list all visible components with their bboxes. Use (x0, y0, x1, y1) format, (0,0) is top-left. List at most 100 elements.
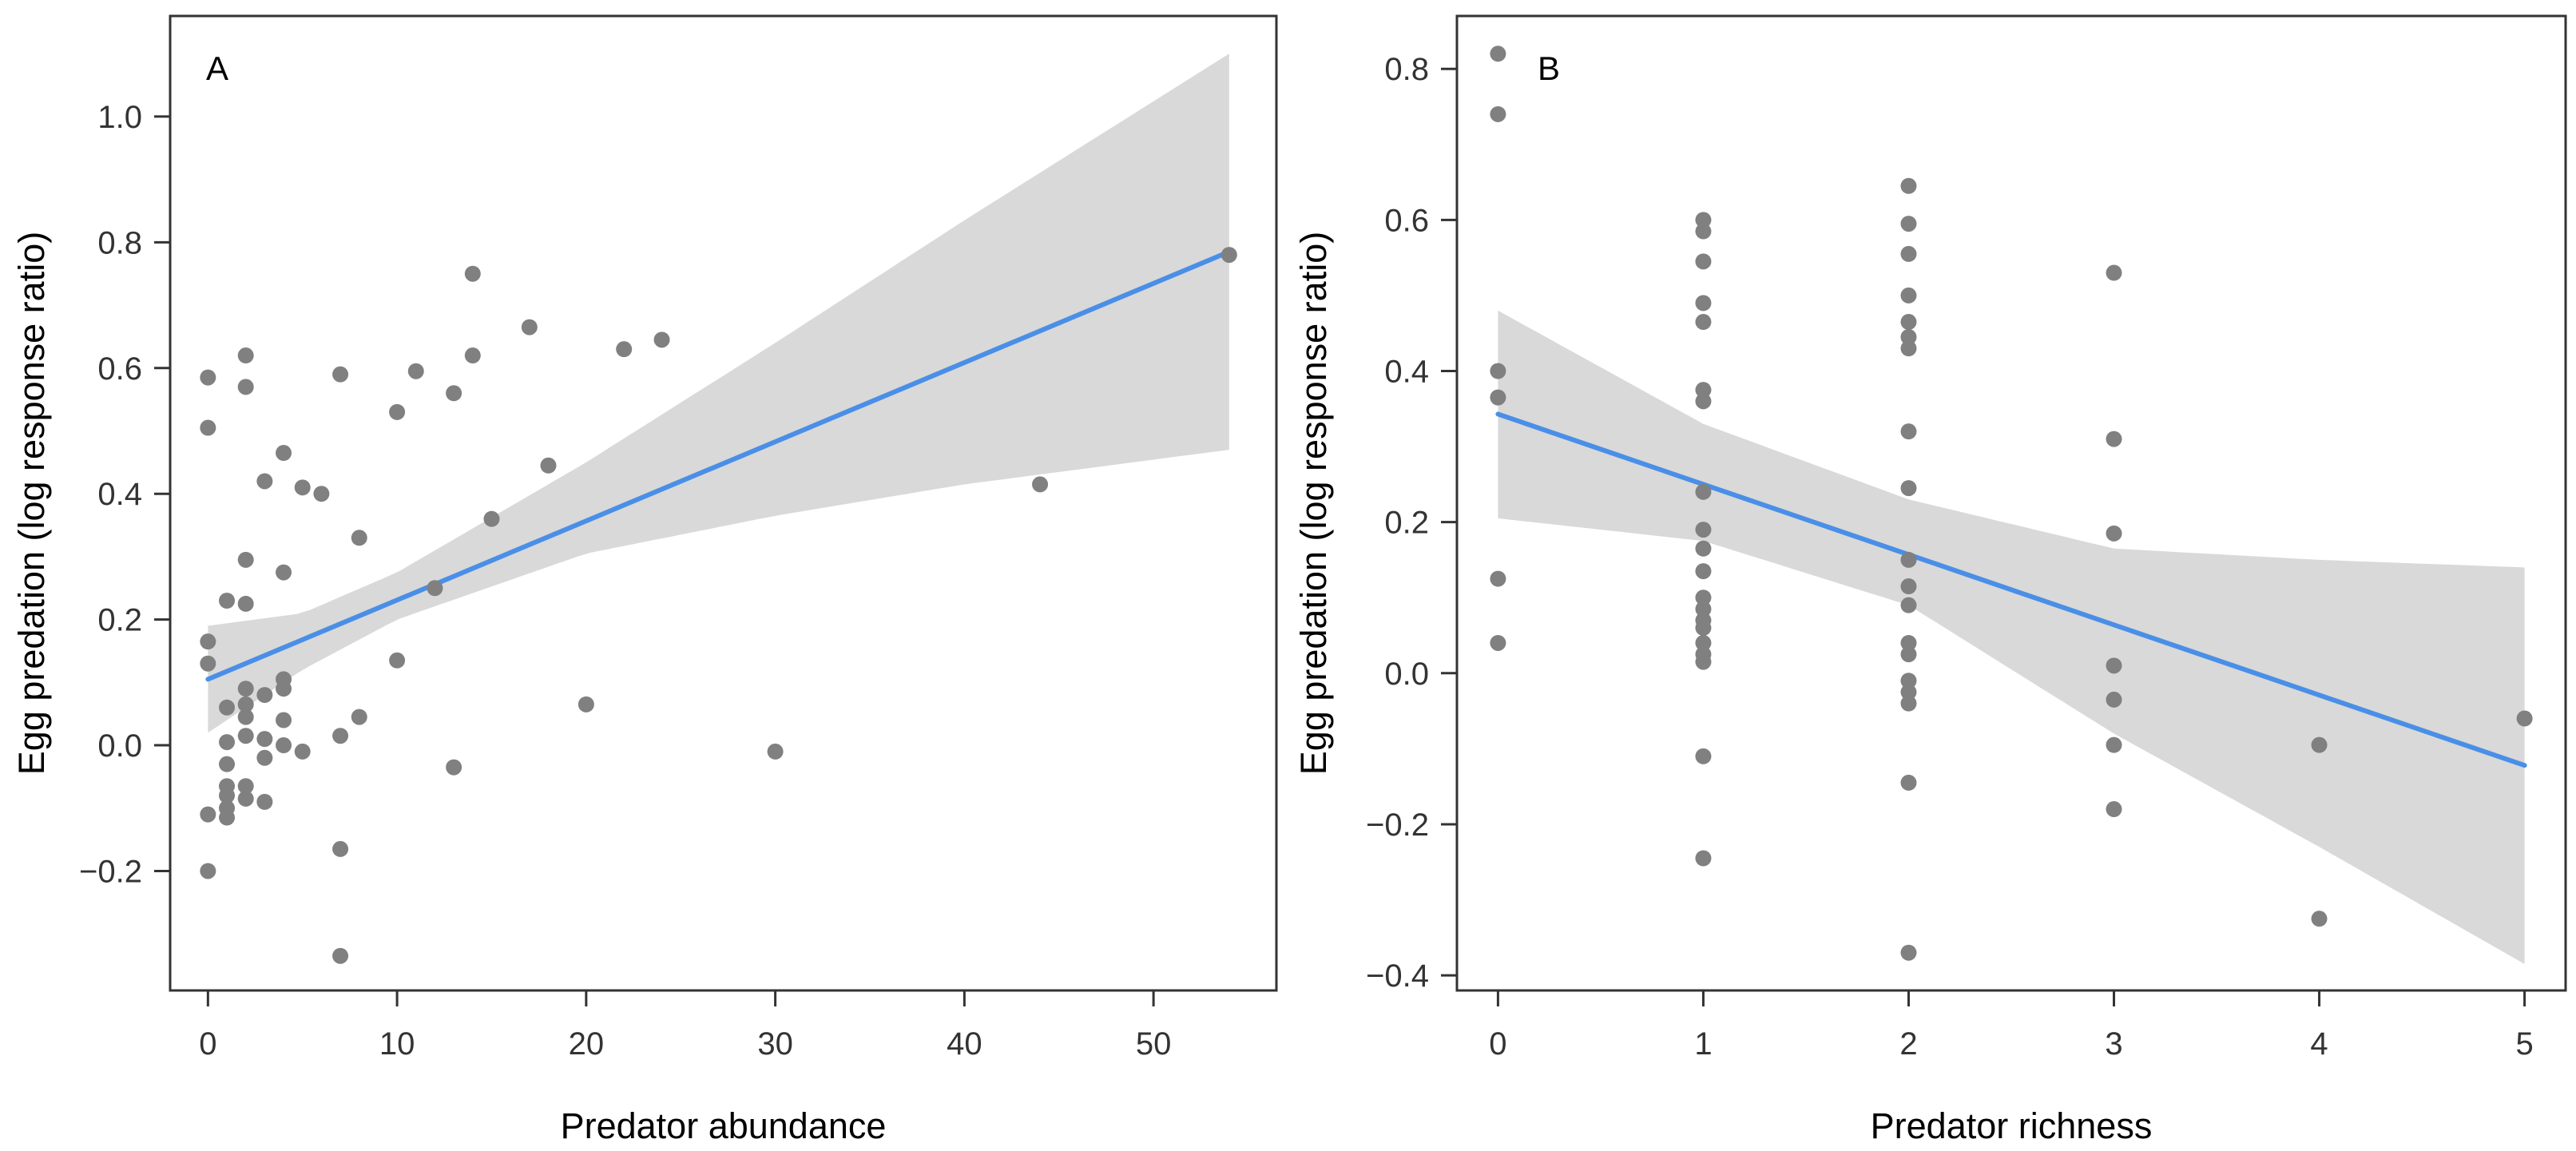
data-point (1900, 578, 1917, 595)
data-point (237, 778, 254, 795)
data-point (1695, 589, 1712, 606)
data-point (200, 633, 216, 650)
y-tick-label: 0.6 (1384, 203, 1429, 238)
data-point (1695, 253, 1712, 270)
data-point (219, 809, 236, 826)
data-point (237, 379, 254, 395)
data-point (276, 564, 292, 581)
confidence-band (208, 54, 1229, 733)
data-point (200, 419, 216, 436)
data-point (237, 708, 254, 725)
y-tick-label: 0.8 (1384, 52, 1429, 87)
data-point (1900, 634, 1917, 651)
data-point (332, 947, 349, 964)
data-point (237, 551, 254, 568)
data-point (1695, 223, 1712, 240)
data-point (540, 457, 557, 474)
x-tick-label: 0 (1489, 1026, 1506, 1062)
data-point (2106, 736, 2122, 753)
x-tick-label: 30 (757, 1026, 793, 1062)
data-point (2106, 264, 2122, 281)
data-point (1695, 522, 1712, 538)
x-tick-label: 5 (2515, 1026, 2533, 1062)
data-point (1695, 601, 1712, 617)
fit-line-b (1495, 411, 2527, 768)
data-point (276, 712, 292, 728)
data-point (1900, 944, 1917, 961)
data-point (464, 347, 481, 364)
data-point (653, 331, 670, 348)
data-point (256, 749, 273, 766)
data-point (1900, 774, 1917, 791)
x-tick-label: 2 (1899, 1026, 1917, 1062)
y-tick-label: 0.6 (97, 351, 142, 387)
data-point (200, 655, 216, 672)
data-point (1695, 634, 1712, 651)
y-tick-label: 0.2 (97, 603, 142, 638)
data-point (427, 580, 443, 597)
y-tick-label: −0.4 (1366, 959, 1429, 994)
y-axis-a: −0.2 0.0 0.2 0.4 0.6 0.8 1.0 (79, 100, 170, 889)
y-tick-label: 1.0 (97, 100, 142, 135)
data-point (276, 681, 292, 697)
data-point (446, 385, 462, 402)
data-point (2106, 691, 2122, 708)
data-point (1695, 212, 1712, 228)
data-point (219, 699, 236, 716)
data-point (294, 479, 311, 496)
data-point (276, 445, 292, 462)
data-point (1695, 382, 1712, 399)
data-point (200, 369, 216, 386)
x-axis-title-a: Predator abundance (561, 1105, 887, 1146)
panel-a: 0 10 20 30 40 50 −0.2 0.0 0.2 0.4 0.6 0.8 1.0 A Pre… (11, 14, 1278, 1146)
data-point (1900, 646, 1917, 663)
data-point (1490, 389, 1506, 406)
data-point (332, 840, 349, 857)
data-point (578, 696, 594, 712)
data-point (237, 790, 254, 807)
regression-line (1495, 411, 2527, 768)
confidence-band (1498, 310, 2525, 964)
plot-frame-a (169, 14, 1278, 992)
data-point (237, 681, 254, 697)
data-point (2311, 911, 2328, 927)
data-point (521, 319, 538, 335)
y-tick-label: 0.4 (1384, 354, 1429, 389)
data-point (276, 737, 292, 754)
y-tick-label: 0.0 (97, 728, 142, 764)
x-tick-label: 3 (2105, 1026, 2122, 1062)
data-point (1695, 850, 1712, 867)
panel-label-a: A (206, 50, 228, 87)
ci-band-b (1498, 310, 2525, 964)
y-tick-label: 0.2 (1384, 506, 1429, 541)
x-axis-b: 0 1 2 3 4 5 (1489, 990, 2534, 1062)
data-point (256, 731, 273, 748)
data-point (446, 759, 462, 776)
data-point (1695, 314, 1712, 331)
data-point (332, 366, 349, 383)
x-tick-label: 20 (569, 1026, 605, 1062)
data-point (1900, 551, 1917, 568)
data-point (1695, 748, 1712, 764)
data-point (1900, 597, 1917, 613)
x-tick-label: 0 (199, 1026, 216, 1062)
data-point (483, 510, 500, 527)
data-point (1900, 216, 1917, 232)
data-point (237, 347, 254, 364)
regression-line (205, 249, 1232, 682)
data-point (1900, 695, 1917, 712)
data-point (200, 806, 216, 823)
data-point (1900, 328, 1917, 345)
data-point (313, 486, 330, 502)
data-point (1900, 480, 1917, 497)
points-b (1490, 46, 2533, 961)
data-point (256, 473, 273, 490)
data-point (351, 708, 367, 725)
data-point (294, 743, 311, 760)
data-point (1032, 476, 1049, 493)
data-point (1695, 393, 1712, 410)
data-point (219, 756, 236, 772)
data-point (389, 652, 406, 669)
points-a (200, 247, 1237, 964)
